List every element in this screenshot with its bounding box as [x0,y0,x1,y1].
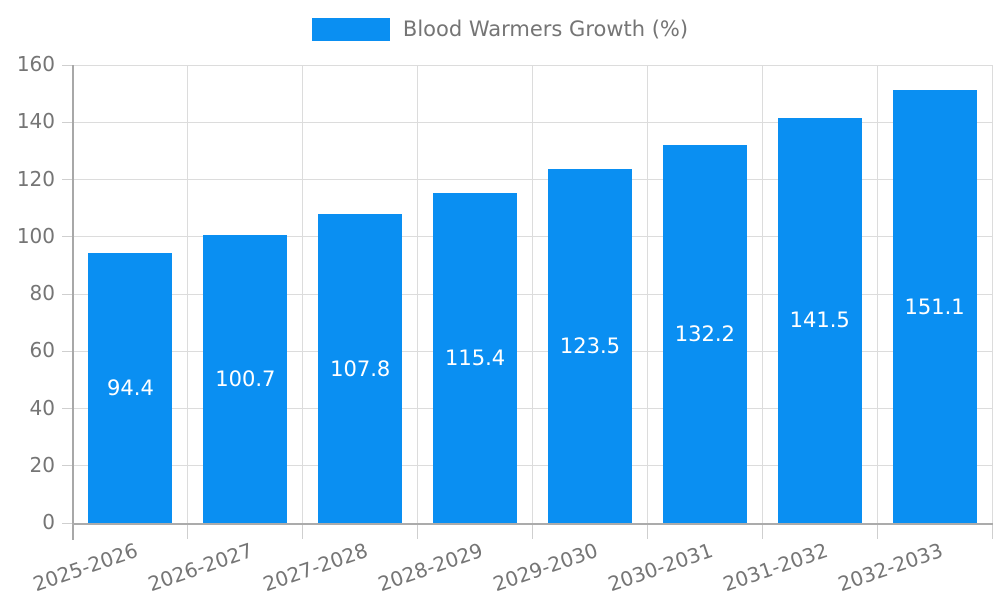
bar-value-label: 100.7 [215,366,276,391]
bar-value-label: 132.2 [674,321,735,346]
legend[interactable]: Blood Warmers Growth (%) [0,17,1000,41]
y-tick-label: 80 [29,281,55,305]
y-axis-line [72,65,74,540]
v-gridline [876,65,878,523]
x-tick-label: 2032-2033 [834,538,946,597]
y-tick-label: 60 [29,338,55,363]
y-tick-label: 100 [16,223,55,248]
x-axis-tick [417,524,419,539]
bar-value-label: 115.4 [445,345,506,370]
bar[interactable]: 123.5 [547,169,632,523]
x-tick-label: 2027-2028 [260,538,372,597]
v-gridline [302,65,304,523]
x-tick-label: 2028-2029 [374,538,486,597]
y-axis-tick [62,465,73,467]
x-axis-tick [646,524,648,539]
bar[interactable]: 132.2 [662,144,747,523]
x-axis-tick [876,524,878,539]
y-axis-tick [62,236,73,238]
y-axis-tick [62,179,73,180]
v-gridline [646,65,648,523]
v-gridline [761,65,763,523]
y-axis-tick [62,293,73,295]
y-axis-tick [62,522,73,524]
bar[interactable]: 151.1 [892,90,977,523]
y-axis-tick [62,121,73,123]
x-axis-tick [991,524,993,539]
bar[interactable]: 94.4 [88,252,173,523]
plot-right-border [991,65,993,523]
x-axis-line [72,523,993,525]
y-tick-label: 20 [29,452,55,477]
bar[interactable]: 100.7 [203,234,288,523]
legend-swatch[interactable] [311,17,390,41]
x-tick-label: 2026-2027 [145,538,257,597]
bar-value-label: 141.5 [789,308,850,333]
x-tick-label: 2029-2030 [489,538,601,597]
y-axis-tick [62,350,73,352]
bar[interactable]: 107.8 [318,214,403,523]
x-tick-label: 2030-2031 [604,538,716,597]
y-tick-label: 0 [42,510,55,534]
y-tick-label: 40 [29,395,55,420]
v-gridline [417,65,419,523]
x-axis-tick [761,524,763,539]
bar[interactable]: 115.4 [433,192,518,523]
x-axis-tick [532,524,533,539]
y-tick-label: 160 [16,52,55,76]
y-axis-tick [62,408,73,409]
v-gridline [187,65,189,523]
bar-value-label: 94.4 [107,375,154,400]
y-tick-label: 120 [16,166,55,191]
bar[interactable]: 141.5 [777,117,862,523]
x-tick-label: 2031-2032 [719,538,831,597]
y-tick-label: 140 [16,109,55,134]
v-gridline [532,65,533,523]
bar-value-label: 107.8 [330,356,391,381]
bar-value-label: 151.1 [904,294,965,319]
bar-value-label: 123.5 [559,334,620,359]
x-axis-tick [302,524,304,539]
y-axis-tick [62,64,73,66]
legend-label: Blood Warmers Growth (%) [402,17,689,41]
x-axis-tick [187,524,189,539]
x-tick-label: 2025-2026 [30,538,142,597]
